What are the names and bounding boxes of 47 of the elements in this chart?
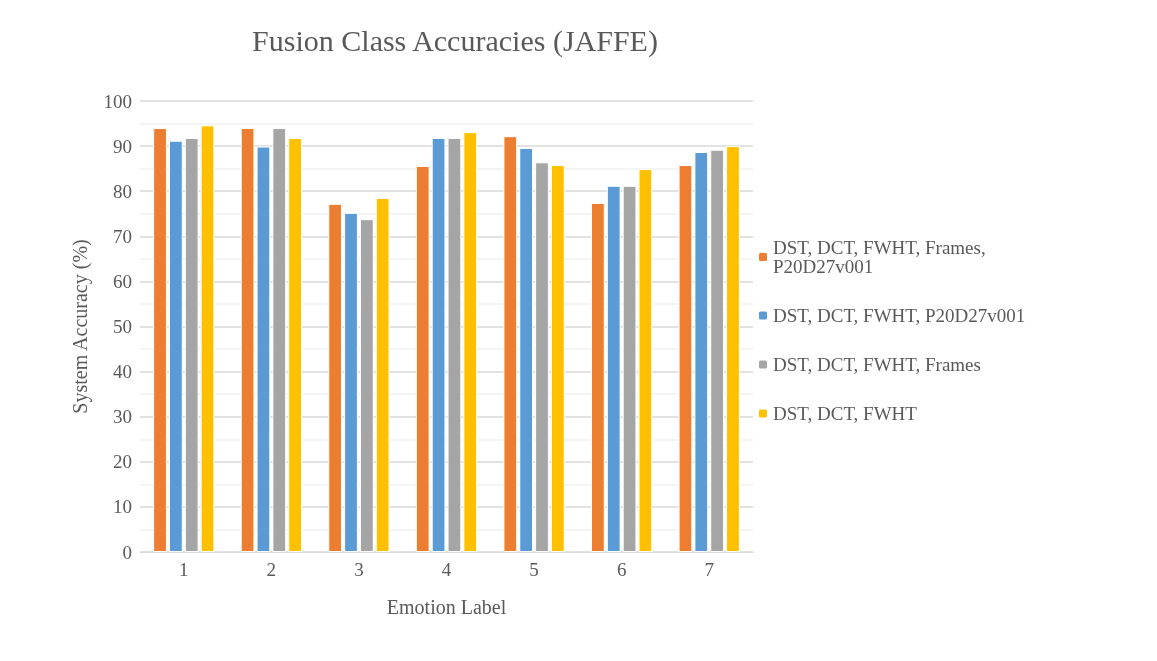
y-tick-label: 10 bbox=[113, 496, 132, 518]
bar bbox=[272, 128, 287, 552]
bar bbox=[153, 128, 167, 552]
bar bbox=[590, 202, 605, 552]
bar bbox=[710, 149, 725, 552]
bar bbox=[344, 212, 358, 552]
bar bbox=[694, 151, 709, 552]
bar bbox=[606, 185, 621, 552]
bar bbox=[535, 162, 549, 552]
bar bbox=[184, 137, 199, 552]
bar bbox=[415, 165, 430, 552]
legend-label: DST, DCT, FWHT bbox=[773, 403, 918, 424]
y-tick-label: 20 bbox=[113, 451, 132, 473]
bar bbox=[168, 140, 183, 552]
bar bbox=[359, 219, 374, 552]
bar bbox=[503, 136, 518, 552]
y-tick-label: 50 bbox=[113, 316, 132, 337]
chart-title: Fusion Class Accuracies (JAFFE) bbox=[252, 23, 658, 58]
y-tick-label: 70 bbox=[113, 225, 132, 247]
bar bbox=[519, 147, 534, 552]
x-tick-label: 3 bbox=[354, 559, 364, 580]
x-tick-label: 5 bbox=[529, 559, 539, 580]
y-tick-label: 40 bbox=[113, 361, 132, 383]
bar bbox=[328, 203, 343, 552]
x-tick-label: 7 bbox=[704, 559, 714, 580]
x-tick-label: 4 bbox=[441, 559, 452, 580]
y-tick-label: 100 bbox=[103, 90, 132, 112]
x-tick-label: 1 bbox=[179, 559, 189, 580]
legend-label: DST, DCT, FWHT, Frames, P20D27v001 bbox=[773, 237, 991, 277]
bar bbox=[726, 146, 740, 552]
legend-label: DST, DCT, FWHT, Frames bbox=[773, 354, 981, 375]
x-tick-label: 2 bbox=[266, 559, 277, 580]
y-tick-label: 30 bbox=[113, 406, 132, 428]
y-tick-label: 80 bbox=[113, 180, 132, 202]
bar bbox=[375, 197, 390, 552]
y-tick-label: 60 bbox=[113, 270, 132, 292]
bar bbox=[463, 132, 478, 552]
x-tick-label: 6 bbox=[616, 559, 627, 580]
bar bbox=[288, 137, 303, 552]
x-axis-title: Emotion Label bbox=[386, 596, 507, 618]
legend-label: DST, DCT, FWHT, P20D27v001 bbox=[773, 305, 1026, 326]
bar bbox=[200, 125, 215, 552]
y-tick-label: 90 bbox=[113, 135, 132, 157]
y-axis-title: System Accuracy (%) bbox=[69, 239, 92, 414]
bar bbox=[678, 165, 693, 552]
y-tick-label: 0 bbox=[122, 541, 132, 563]
bar bbox=[550, 165, 565, 552]
